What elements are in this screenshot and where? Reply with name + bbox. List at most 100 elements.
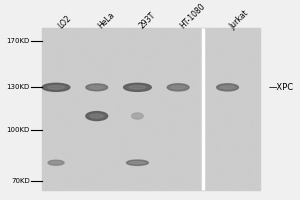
Point [83, 111, 88, 115]
Point [166, 147, 171, 151]
Point [107, 75, 112, 78]
Point [93, 183, 98, 187]
Point [148, 48, 152, 51]
Point [238, 27, 243, 30]
Point [217, 32, 221, 35]
Point [120, 155, 124, 158]
Point [44, 150, 48, 153]
Point [65, 112, 70, 115]
Point [224, 118, 229, 121]
Point [184, 111, 188, 115]
Point [144, 172, 149, 176]
Point [91, 158, 96, 161]
Point [75, 39, 80, 43]
Point [193, 65, 197, 69]
Point [252, 63, 257, 67]
Point [126, 102, 130, 105]
Point [157, 35, 162, 38]
Point [56, 170, 61, 173]
Point [220, 91, 225, 94]
Point [181, 110, 186, 113]
Point [257, 62, 262, 65]
Point [250, 142, 255, 145]
Point [62, 64, 67, 67]
Point [98, 169, 103, 173]
Point [136, 126, 141, 129]
Point [120, 45, 125, 48]
Point [100, 180, 105, 183]
Point [72, 86, 77, 89]
Point [217, 75, 222, 79]
Point [119, 68, 124, 71]
Point [212, 30, 217, 33]
Point [39, 182, 44, 185]
Point [179, 61, 184, 64]
Point [66, 64, 71, 67]
Point [52, 42, 57, 45]
Point [48, 143, 53, 146]
Point [181, 88, 186, 92]
Point [74, 157, 79, 160]
Point [70, 144, 74, 147]
Point [161, 154, 166, 157]
Point [183, 135, 188, 138]
Point [147, 164, 152, 168]
Point [41, 179, 46, 182]
Point [103, 164, 108, 168]
Point [254, 55, 259, 58]
Point [137, 110, 142, 113]
Point [139, 76, 144, 79]
Point [223, 29, 228, 32]
Point [176, 37, 180, 40]
Point [175, 45, 180, 49]
Point [254, 79, 259, 82]
Point [167, 153, 172, 156]
Point [98, 141, 103, 144]
Point [160, 131, 165, 134]
Point [151, 133, 156, 137]
Point [101, 116, 106, 119]
Point [245, 150, 250, 153]
Point [187, 100, 191, 103]
Point [239, 173, 244, 176]
Point [45, 114, 50, 117]
Point [150, 97, 154, 100]
Point [72, 117, 77, 120]
Point [99, 44, 104, 47]
Point [188, 89, 192, 92]
Point [79, 45, 83, 48]
Point [173, 42, 178, 45]
Point [159, 83, 164, 86]
Point [201, 29, 206, 32]
Point [240, 96, 245, 99]
Point [115, 49, 120, 52]
Point [102, 118, 107, 121]
Point [139, 156, 144, 159]
Point [250, 161, 255, 164]
Point [98, 159, 103, 162]
Point [222, 150, 227, 154]
Point [52, 137, 57, 140]
Point [117, 61, 122, 64]
Point [230, 60, 235, 63]
Point [161, 38, 166, 41]
Point [104, 129, 109, 133]
Point [220, 175, 225, 178]
Point [40, 63, 45, 66]
Point [43, 92, 48, 95]
Point [211, 134, 215, 137]
Point [196, 121, 200, 124]
Point [151, 39, 156, 42]
Point [202, 152, 207, 155]
Point [47, 131, 52, 134]
Point [80, 140, 85, 143]
Point [65, 123, 70, 126]
Point [170, 57, 175, 60]
Point [178, 159, 183, 162]
Point [80, 184, 85, 187]
Point [45, 98, 50, 101]
Point [79, 59, 83, 62]
Point [64, 175, 69, 178]
Point [104, 157, 109, 161]
Point [112, 137, 117, 140]
